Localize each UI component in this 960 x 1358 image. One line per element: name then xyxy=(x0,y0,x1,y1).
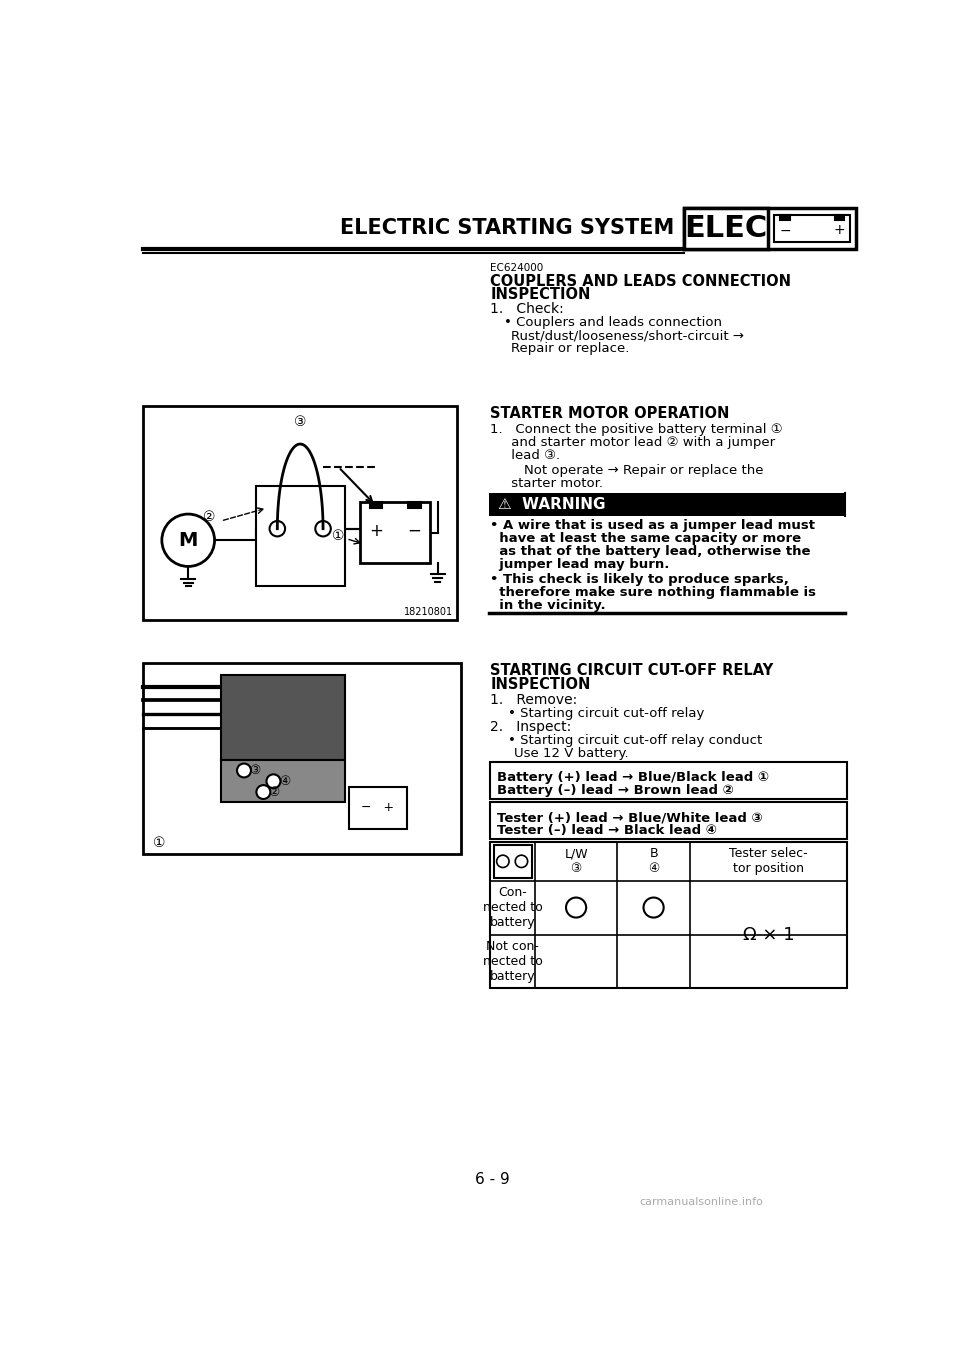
Text: −   +: − + xyxy=(361,801,395,815)
Bar xyxy=(143,664,461,854)
Bar xyxy=(221,675,345,759)
Bar xyxy=(834,216,844,220)
Circle shape xyxy=(237,763,251,777)
Text: 1.   Connect the positive battery terminal ①: 1. Connect the positive battery terminal… xyxy=(491,424,783,436)
Text: INSPECTION: INSPECTION xyxy=(491,287,590,301)
Bar xyxy=(143,406,457,619)
Text: ELECTRIC STARTING SYSTEM: ELECTRIC STARTING SYSTEM xyxy=(340,219,674,239)
Bar xyxy=(408,501,420,508)
Text: Rust/dust/looseness/short-circuit →: Rust/dust/looseness/short-circuit → xyxy=(511,329,744,342)
Bar xyxy=(780,216,789,220)
Text: carmanualsonline.info: carmanualsonline.info xyxy=(639,1198,763,1207)
Bar xyxy=(221,759,345,803)
Text: M: M xyxy=(179,531,198,550)
Text: +: + xyxy=(369,521,383,540)
Text: STARTING CIRCUIT CUT-OFF RELAY: STARTING CIRCUIT CUT-OFF RELAY xyxy=(491,664,774,679)
Circle shape xyxy=(643,898,663,918)
Circle shape xyxy=(496,856,509,868)
Bar xyxy=(774,216,850,242)
Circle shape xyxy=(315,521,331,536)
Text: therefore make sure nothing flammable is: therefore make sure nothing flammable is xyxy=(491,585,816,599)
Bar xyxy=(370,501,382,508)
Text: Con-
nected to
battery: Con- nected to battery xyxy=(483,885,542,929)
Text: • This check is likely to produce sparks,: • This check is likely to produce sparks… xyxy=(491,573,789,585)
Bar xyxy=(360,501,430,564)
Text: Tester (–) lead → Black lead ④: Tester (–) lead → Black lead ④ xyxy=(496,824,717,838)
Text: ④: ④ xyxy=(278,775,290,788)
Text: 18210801: 18210801 xyxy=(404,607,453,618)
Circle shape xyxy=(162,515,214,566)
Text: +: + xyxy=(833,224,845,238)
Bar xyxy=(489,493,846,516)
Text: 1.   Remove:: 1. Remove: xyxy=(491,693,578,706)
Bar xyxy=(255,486,345,587)
Text: B
④: B ④ xyxy=(648,847,660,876)
Text: Use 12 V battery.: Use 12 V battery. xyxy=(514,747,629,760)
Text: Battery (+) lead → Blue/Black lead ①: Battery (+) lead → Blue/Black lead ① xyxy=(496,771,769,785)
Text: ③: ③ xyxy=(250,765,260,777)
Text: ELEC: ELEC xyxy=(684,215,768,243)
Bar xyxy=(684,208,856,250)
Bar xyxy=(491,803,847,839)
Circle shape xyxy=(267,774,280,788)
Text: in the vicinity.: in the vicinity. xyxy=(491,599,606,612)
Text: Tester selec-
tor position: Tester selec- tor position xyxy=(730,847,808,876)
Text: ②: ② xyxy=(269,785,280,799)
Text: 2.   Inspect:: 2. Inspect: xyxy=(491,721,572,735)
Circle shape xyxy=(256,785,271,799)
Bar xyxy=(491,762,847,799)
Text: COUPLERS AND LEADS CONNECTION: COUPLERS AND LEADS CONNECTION xyxy=(491,274,791,289)
Bar xyxy=(493,845,532,877)
Circle shape xyxy=(516,856,528,868)
Text: 6 - 9: 6 - 9 xyxy=(474,1172,510,1187)
Text: ③: ③ xyxy=(294,416,306,429)
Text: • Couplers and leads connection: • Couplers and leads connection xyxy=(504,316,723,329)
Text: lead ③.: lead ③. xyxy=(491,449,561,463)
Text: Tester (+) lead → Blue/White lead ③: Tester (+) lead → Blue/White lead ③ xyxy=(496,811,762,824)
Bar xyxy=(684,208,768,250)
Text: have at least the same capacity or more: have at least the same capacity or more xyxy=(491,532,802,545)
Text: • Starting circuit cut-off relay: • Starting circuit cut-off relay xyxy=(508,706,704,720)
Text: and starter motor lead ② with a jumper: and starter motor lead ② with a jumper xyxy=(491,436,776,449)
Text: Not con-
nected to
battery: Not con- nected to battery xyxy=(483,940,542,983)
Text: • Starting circuit cut-off relay conduct: • Starting circuit cut-off relay conduct xyxy=(508,735,761,747)
Text: • A wire that is used as a jumper lead must: • A wire that is used as a jumper lead m… xyxy=(491,519,815,532)
Text: INSPECTION: INSPECTION xyxy=(491,676,590,691)
Bar xyxy=(491,842,847,989)
Text: ⚠  WARNING: ⚠ WARNING xyxy=(498,497,606,512)
Text: ①: ① xyxy=(153,837,165,850)
Text: −: − xyxy=(408,521,421,540)
Text: ②: ② xyxy=(203,511,215,524)
Text: 1.   Check:: 1. Check: xyxy=(491,301,564,315)
Text: EC624000: EC624000 xyxy=(491,263,543,273)
Text: Repair or replace.: Repair or replace. xyxy=(511,342,629,356)
Text: −: − xyxy=(780,224,791,238)
Text: jumper lead may burn.: jumper lead may burn. xyxy=(491,558,670,570)
Circle shape xyxy=(270,521,285,536)
Text: STARTER MOTOR OPERATION: STARTER MOTOR OPERATION xyxy=(491,406,730,421)
Text: starter motor.: starter motor. xyxy=(491,477,604,490)
Text: as that of the battery lead, otherwise the: as that of the battery lead, otherwise t… xyxy=(491,545,811,558)
Text: Battery (–) lead → Brown lead ②: Battery (–) lead → Brown lead ② xyxy=(496,785,733,797)
Text: Ω × 1: Ω × 1 xyxy=(743,926,795,944)
Text: Not operate → Repair or replace the: Not operate → Repair or replace the xyxy=(491,464,764,477)
Bar xyxy=(348,786,407,828)
Text: ①: ① xyxy=(332,530,345,543)
Text: L/W
③: L/W ③ xyxy=(564,847,588,876)
Circle shape xyxy=(566,898,587,918)
